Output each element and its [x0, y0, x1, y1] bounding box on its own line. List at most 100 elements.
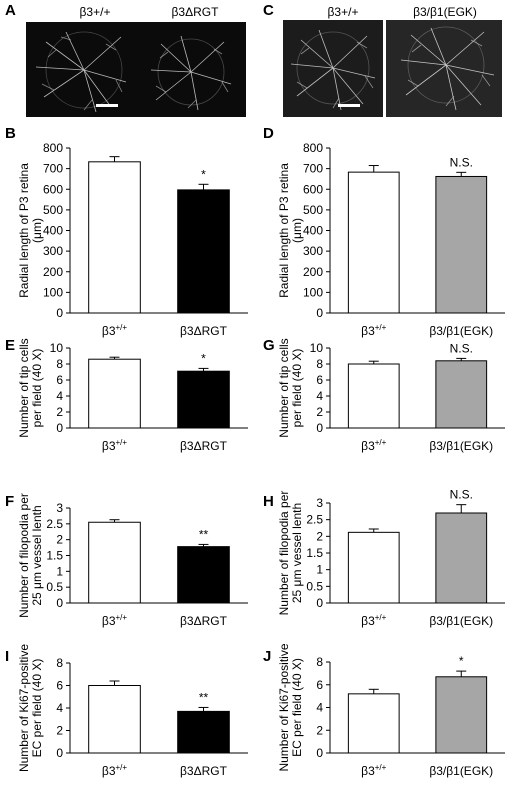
y-tick-label: 500	[43, 203, 63, 217]
bar-1	[347, 363, 400, 429]
y-tick-label: 0	[56, 421, 63, 435]
chart-H: H 0 0.5 1 1.5 2 2.5 3 Number of filopodia per 25 …	[263, 488, 505, 628]
x-tick-label: β3+/+	[102, 763, 127, 778]
panel-letter-I: I	[5, 648, 9, 665]
y-tick-label: 0	[316, 596, 323, 610]
x-tick-label: β3+/+	[361, 613, 386, 628]
scale-bar	[96, 104, 118, 107]
x-tick-label: β3ΔRGT	[180, 439, 228, 453]
significance-label: *	[459, 654, 464, 668]
image-label-wt-C: β3+/+	[327, 5, 359, 19]
y-tick-label: 6	[56, 679, 63, 693]
chart-E: E 0 2 4 6 8 10 Number of tip cells per field (40…	[5, 337, 248, 453]
bar-1	[347, 531, 400, 604]
chart-G: G 0 2 4 6 8 10 Number of tip cells per field (40…	[263, 337, 505, 453]
y-tick-label: 8	[316, 655, 323, 669]
x-tick-label: β3+/+	[361, 438, 386, 453]
bar-1	[347, 171, 400, 314]
bar-1	[347, 693, 400, 754]
retina-vasculature	[150, 35, 232, 111]
y-tick-label: 10	[50, 341, 64, 355]
y-axis-label: per field (40 X)	[30, 349, 44, 428]
y-tick-label: 1	[56, 564, 63, 578]
y-tick-label: 800	[303, 141, 323, 155]
y-tick-label: 10	[310, 341, 324, 355]
panel-letter-A: A	[5, 2, 16, 19]
y-tick-label: 8	[316, 357, 323, 371]
y-axis-label: (μm)	[30, 218, 44, 243]
y-axis-label: 25 μm vessel lenth	[30, 505, 44, 605]
retina-vasculature	[290, 29, 376, 111]
retina-image-egk-C	[386, 20, 502, 117]
y-tick-label: 4	[316, 389, 323, 403]
retina-image-rgt-A	[136, 22, 246, 117]
y-axis-label: (μm)	[290, 218, 304, 243]
significance-label: N.S.	[450, 488, 473, 502]
y-tick-label: 0	[56, 596, 63, 610]
y-tick-label: 1.5	[306, 546, 323, 560]
y-tick-label: 1.5	[46, 549, 63, 563]
chart-D: D 0 100 200 300 400 500 600 700 800 Radial length …	[263, 125, 505, 338]
x-tick-label: β3+/+	[102, 323, 127, 338]
chart-F: F 0 0.5 11.5 2 2.5 3 Number of filopodia per 25 …	[5, 493, 248, 628]
significance-label: *	[201, 351, 206, 365]
y-tick-label: 300	[43, 244, 63, 258]
bar-2	[177, 370, 230, 429]
panel-letter-J: J	[263, 648, 271, 665]
significance-label: **	[199, 527, 209, 541]
y-tick-label: 0.5	[46, 580, 63, 594]
bar-2	[435, 676, 488, 754]
bar-2	[177, 710, 230, 754]
y-tick-label: 0	[316, 421, 323, 435]
y-tick-label: 700	[303, 162, 323, 176]
y-tick-label: 8	[56, 357, 63, 371]
y-tick-label: 500	[303, 203, 323, 217]
x-tick-label: β3ΔRGT	[180, 324, 228, 338]
y-tick-label: 4	[316, 701, 323, 715]
x-tick-label: β3+/+	[102, 438, 127, 453]
image-label-wt-A: β3+/+	[79, 5, 111, 19]
y-tick-label: 2	[316, 723, 323, 737]
bar-2	[177, 189, 230, 314]
y-tick-label: 0	[56, 746, 63, 760]
significance-label: **	[199, 690, 209, 704]
bar-1	[88, 521, 141, 604]
panel-letter-H: H	[263, 493, 274, 510]
y-axis-label: Number of Ki67-positive	[277, 643, 291, 771]
retina-image-wt-A	[26, 22, 136, 117]
y-tick-label: 2.5	[46, 517, 63, 531]
y-tick-label: 0.5	[306, 579, 323, 593]
y-tick-label: 4	[56, 389, 63, 403]
panel-letter-G: G	[263, 337, 275, 354]
y-tick-label: 100	[303, 285, 323, 299]
chart-I: I 0 2 4 6 8 Number of Ki67-positive EC per fiel…	[5, 644, 248, 778]
bar-2	[435, 512, 488, 604]
bar-2	[435, 360, 488, 429]
chart-J: J 0 2 4 6 8 Number of Ki67-positive EC per fiel…	[263, 643, 505, 778]
x-tick-label: β3/β1(EGK)	[429, 324, 493, 338]
y-tick-label: 300	[303, 244, 323, 258]
x-tick-label: β3/β1(EGK)	[429, 764, 493, 778]
y-tick-label: 100	[43, 285, 63, 299]
y-tick-label: 6	[56, 373, 63, 387]
panel-letter-E: E	[5, 337, 15, 354]
y-tick-label: 2.5	[306, 513, 323, 527]
y-axis-label: Number of tip cells	[17, 338, 31, 437]
y-tick-label: 0	[56, 306, 63, 320]
y-axis-label: Number of filopodia per	[277, 491, 291, 616]
y-axis-label: 25 μm vessel lenth	[290, 503, 304, 603]
x-tick-label: β3+/+	[102, 613, 127, 628]
bar-2	[435, 175, 488, 314]
y-axis-label: Number of filopodia per	[17, 493, 31, 618]
y-axis-label: Radial length of P3 retina	[277, 163, 291, 298]
bar-2	[177, 546, 230, 604]
x-tick-label: β3+/+	[361, 323, 386, 338]
y-tick-label: 2	[316, 529, 323, 543]
chart-B: B 0 100 200 300 400 500 600 700 800 Radial length …	[5, 125, 248, 338]
x-tick-label: β3+/+	[361, 763, 386, 778]
bar-1	[88, 685, 141, 754]
y-tick-label: 8	[56, 656, 63, 670]
x-tick-label: β3/β1(EGK)	[429, 614, 493, 628]
